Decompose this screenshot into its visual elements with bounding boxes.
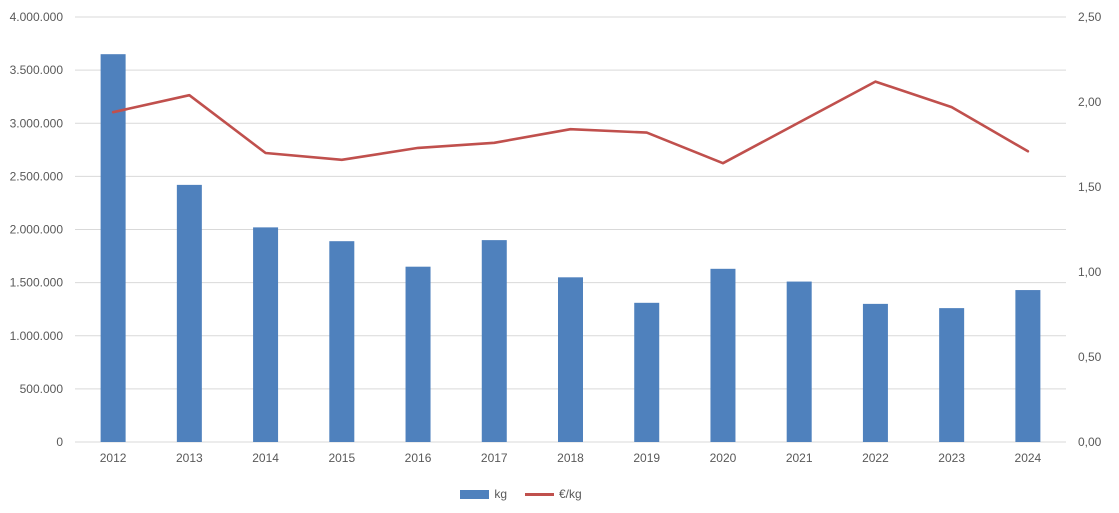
x-axis-label-2018: 2018 (557, 451, 584, 465)
eur-per-kg-series-swatch-icon (525, 492, 554, 496)
legend-item-eur-per-kg[interactable]: €/kg (525, 487, 582, 501)
bar-2021[interactable] (786, 281, 812, 442)
right-axis-tick-label: 1,00 (1078, 265, 1102, 279)
bar-2018[interactable] (558, 277, 583, 442)
left-axis-tick-label: 3.500.000 (10, 63, 64, 77)
bar-2014[interactable] (253, 227, 279, 442)
left-axis-tick-label: 500.000 (20, 382, 64, 396)
bar-2015[interactable] (329, 241, 355, 442)
bar-2023[interactable] (939, 308, 965, 442)
bar-2013[interactable] (176, 184, 202, 442)
x-axis-label-2014: 2014 (252, 451, 279, 465)
bar-2019[interactable] (634, 302, 660, 442)
x-axis-label-2017: 2017 (481, 451, 508, 465)
bar-2017[interactable] (481, 240, 507, 442)
legend-label-eur-per-kg: €/kg (559, 487, 582, 501)
chart-legend: kg €/kg (0, 487, 1042, 501)
right-axis-tick-label: 2,50 (1078, 10, 1102, 24)
right-axis-tick-label: 1,50 (1078, 180, 1102, 194)
x-axis-label-2015: 2015 (328, 451, 355, 465)
right-axis-tick-label: 0,50 (1078, 350, 1102, 364)
left-axis-tick-label: 1.500.000 (10, 276, 64, 290)
right-axis-tick-label: 2,00 (1078, 95, 1102, 109)
x-axis-label-2020: 2020 (710, 451, 737, 465)
bar-2016[interactable] (405, 266, 431, 442)
x-axis-label-2021: 2021 (786, 451, 813, 465)
bar-2020[interactable] (710, 268, 736, 442)
x-axis-label-2024: 2024 (1015, 451, 1042, 465)
bar-2012[interactable] (100, 54, 126, 442)
x-axis-label-2023: 2023 (938, 451, 965, 465)
x-axis-label-2016: 2016 (405, 451, 432, 465)
x-axis-label-2012: 2012 (100, 451, 127, 465)
x-axis-label-2013: 2013 (176, 451, 203, 465)
left-axis-tick-label: 4.000.000 (10, 10, 64, 24)
right-axis-tick-label: 0,00 (1078, 435, 1102, 449)
kg-series-swatch-icon (460, 489, 490, 499)
combo-chart: 0 500.000 1.000.000 1.500.000 2.000.000 2.500… (10, 10, 1102, 465)
left-axis-tick-label: 2.500.000 (10, 169, 64, 183)
legend-label-kg: kg (494, 487, 507, 501)
left-axis-tick-label: 1.000.000 (10, 329, 64, 343)
bar-2022[interactable] (862, 303, 888, 442)
legend-item-kg[interactable]: kg (460, 487, 507, 501)
price-line[interactable] (111, 80, 1030, 165)
bar-2024[interactable] (1015, 290, 1041, 442)
left-axis-tick-label: 2.000.000 (10, 223, 64, 237)
left-axis-tick-label: 0 (56, 435, 63, 449)
x-axis-label-2022: 2022 (862, 451, 889, 465)
x-axis-label-2019: 2019 (633, 451, 660, 465)
left-axis-tick-label: 3.000.000 (10, 116, 64, 130)
